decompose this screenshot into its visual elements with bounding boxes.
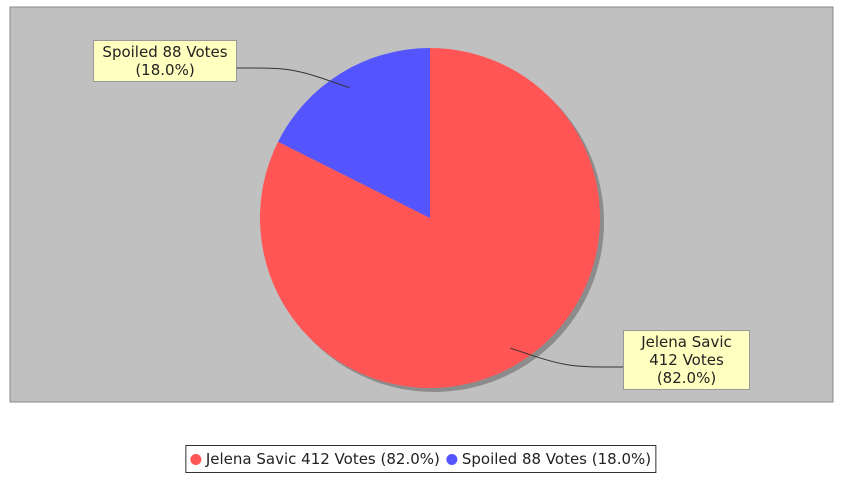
legend-label: Jelena Savic 412 Votes (82.0%): [205, 450, 440, 468]
legend-label: Spoiled 88 Votes (18.0%): [461, 450, 652, 468]
legend-swatch: [445, 453, 457, 465]
legend: Jelena Savic 412 Votes (82.0%) Spoiled 88…: [184, 445, 657, 473]
pie-slice: [260, 48, 600, 389]
pie-slice: [278, 48, 430, 218]
legend-item: Spoiled 88 Votes (18.0%): [445, 450, 652, 468]
leader-line: [236, 67, 350, 89]
leader-line: [510, 347, 624, 368]
slice-label: Spoiled 88 Votes (18.0%): [93, 40, 237, 82]
legend-item: Jelena Savic 412 Votes (82.0%): [189, 450, 440, 468]
legend-swatch: [189, 453, 201, 465]
slice-label: Jelena Savic 412 Votes (82.0%): [623, 330, 750, 390]
